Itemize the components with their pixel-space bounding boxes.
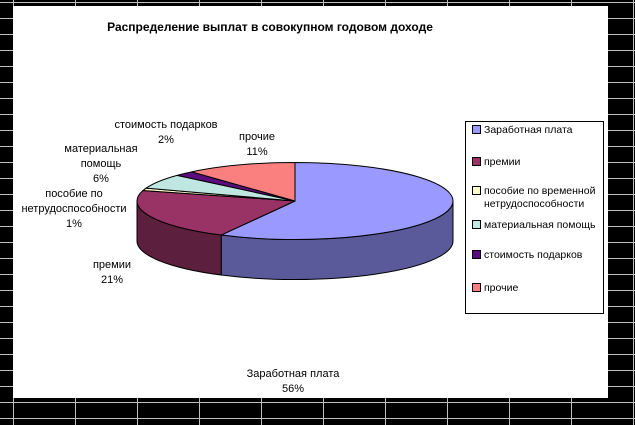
legend-swatch-icon bbox=[472, 220, 481, 229]
pie-data-label: Заработная плата 56% bbox=[246, 368, 340, 395]
legend-label: прочие bbox=[484, 282, 519, 294]
legend-swatch-icon bbox=[472, 283, 481, 292]
pie-3d[interactable] bbox=[13, 6, 608, 398]
pie-slice[interactable] bbox=[136, 190, 296, 236]
pie-slice[interactable] bbox=[191, 161, 296, 202]
legend-swatch-icon bbox=[472, 186, 481, 195]
legend-item[interactable]: стоимость подарков bbox=[472, 249, 604, 262]
legend-label: пособие по временной нетрудоспособности bbox=[484, 185, 596, 210]
legend-label: премии bbox=[484, 156, 521, 168]
legend-item[interactable]: пособие по временной нетрудоспособности bbox=[472, 185, 604, 211]
chart-object[interactable]: Распределение выплат в совокупном годово… bbox=[13, 6, 608, 398]
legend-item[interactable]: премии bbox=[472, 156, 604, 169]
legend-swatch-icon bbox=[472, 125, 481, 134]
legend-label: материальная помощь bbox=[484, 219, 596, 231]
legend-label: стоимость подарков bbox=[484, 249, 583, 261]
pie-data-label: прочие 11% bbox=[239, 131, 275, 158]
pie-data-label: пособие по нетрудоспособности 1% bbox=[21, 188, 127, 230]
legend-item[interactable]: Заработная плата bbox=[472, 124, 604, 137]
legend-item[interactable]: материальная помощь bbox=[472, 219, 604, 232]
pie-data-label: стоимость подарков 2% bbox=[114, 119, 218, 146]
legend-swatch-icon bbox=[472, 250, 481, 259]
legend-label: Заработная плата bbox=[484, 124, 573, 136]
legend-item[interactable]: прочие bbox=[472, 282, 604, 295]
legend-swatch-icon bbox=[472, 157, 481, 166]
legend[interactable]: Заработная плата премии пособие по временн… bbox=[465, 121, 604, 314]
pie-data-label: премии 21% bbox=[92, 259, 132, 286]
chart-title: Распределение выплат в совокупном годово… bbox=[107, 20, 433, 34]
pie-data-label: материальная помощь 6% bbox=[64, 143, 138, 185]
pie-slice[interactable] bbox=[219, 161, 454, 240]
